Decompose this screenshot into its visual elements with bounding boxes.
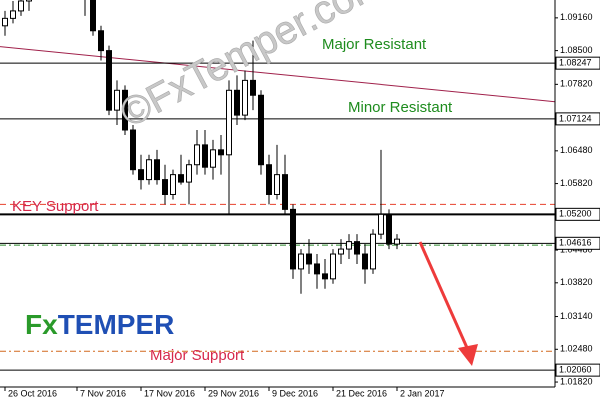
arrow-shaft xyxy=(418,241,470,351)
level-box xyxy=(555,207,600,221)
candle-body xyxy=(242,79,248,116)
candle-body xyxy=(114,89,120,111)
candle-body xyxy=(298,253,304,270)
candle-body xyxy=(178,174,184,183)
candle-body xyxy=(218,149,224,156)
candle-body xyxy=(2,17,8,27)
level-box xyxy=(555,236,600,250)
candle-body xyxy=(250,79,256,96)
level-label: 1.07124 xyxy=(559,113,592,123)
candle-body xyxy=(282,174,288,210)
candle-body xyxy=(378,213,384,235)
arrow-head xyxy=(458,344,478,366)
x-tick-label: 29 Nov 2016 xyxy=(208,388,259,398)
logo-name: TEMPER xyxy=(58,309,175,340)
y-tick-label: 1.07820 xyxy=(560,79,593,89)
candle-body xyxy=(162,179,168,195)
candle-body xyxy=(106,50,112,111)
x-tick-label: 2 Jan 2017 xyxy=(400,388,445,398)
candle-body xyxy=(122,89,128,131)
level-label: 1.05200 xyxy=(559,209,592,219)
candle-body xyxy=(314,263,320,275)
candle-body xyxy=(234,89,240,116)
candle-body xyxy=(362,253,368,270)
annotation: Major Support xyxy=(150,347,245,364)
annotation: KEY Support xyxy=(12,198,99,215)
candle-body xyxy=(354,241,360,255)
candle-body xyxy=(186,164,192,183)
candle-body xyxy=(210,149,216,168)
logo-prefix: Fx xyxy=(25,309,58,340)
candle-body xyxy=(322,273,328,280)
candle-body xyxy=(226,89,232,156)
level-box xyxy=(555,112,600,126)
annotation: Minor Resistant xyxy=(348,99,453,116)
y-tick-label: 1.09160 xyxy=(560,12,593,22)
candle-body xyxy=(194,144,200,166)
y-tick-label: 1.06480 xyxy=(560,145,593,155)
x-tick-label: 26 Oct 2016 xyxy=(8,388,57,398)
candle-body xyxy=(370,233,376,270)
y-tick-label: 1.01820 xyxy=(560,376,593,386)
candle-body xyxy=(90,0,96,32)
trendline xyxy=(0,46,555,103)
candle-body xyxy=(394,238,400,245)
logo: FxTEMPER xyxy=(25,309,174,340)
candle-body xyxy=(98,30,104,52)
candle-body xyxy=(10,10,16,19)
candle-body xyxy=(146,159,152,181)
candle-body xyxy=(258,94,264,166)
level-box xyxy=(555,363,600,377)
x-tick-label: 9 Dec 2016 xyxy=(272,388,318,398)
annotation: Major Resistant xyxy=(322,36,427,53)
candle-body xyxy=(18,0,24,12)
candle-body xyxy=(130,129,136,171)
candle-body xyxy=(26,0,32,2)
candle-body xyxy=(330,253,336,280)
candle-body xyxy=(306,253,312,265)
candle-body xyxy=(138,169,144,181)
x-tick-label: 21 Dec 2016 xyxy=(336,388,387,398)
candle-body xyxy=(170,174,176,195)
level-label: 1.08247 xyxy=(559,58,592,68)
x-tick-label: 17 Nov 2016 xyxy=(144,388,195,398)
y-tick-label: 1.02480 xyxy=(560,344,593,354)
level-label: 1.02060 xyxy=(559,365,592,375)
y-tick-label: 1.05820 xyxy=(560,178,593,188)
candle-body xyxy=(386,213,392,245)
candle-body xyxy=(338,248,344,255)
level-label: 1.04616 xyxy=(559,238,592,248)
candle-body xyxy=(266,164,272,195)
candles xyxy=(2,0,400,294)
y-tick-label: 1.08500 xyxy=(560,45,593,55)
candle-body xyxy=(290,208,296,270)
candle-body xyxy=(202,144,208,168)
level-box xyxy=(555,56,600,70)
y-tick-label: 1.03820 xyxy=(560,277,593,287)
candle-body xyxy=(274,174,280,195)
candle-body xyxy=(154,159,160,181)
y-tick-label: 1.03140 xyxy=(560,311,593,321)
candle-body xyxy=(346,241,352,250)
x-tick-label: 7 Nov 2016 xyxy=(80,388,126,398)
